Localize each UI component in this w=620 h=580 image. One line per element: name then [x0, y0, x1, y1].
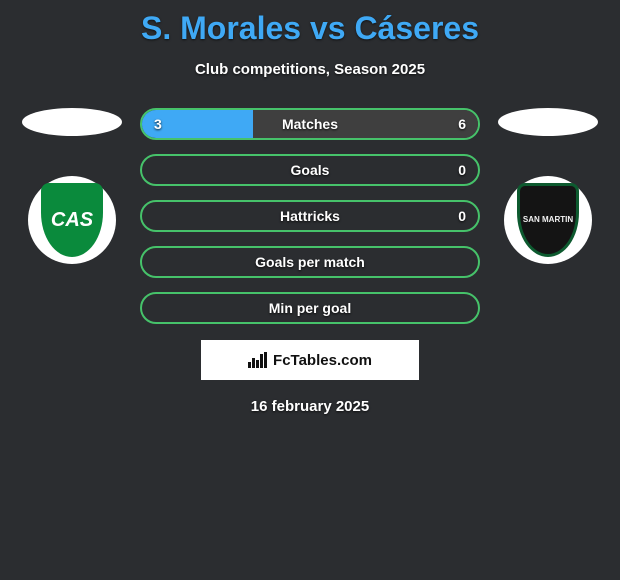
bar-goals-label: Goals [291, 162, 330, 178]
page-title: S. Morales vs Cáseres [0, 0, 620, 47]
team-right-crest: SAN MARTIN [504, 176, 592, 264]
bar-goals-per-match: Goals per match [140, 246, 480, 278]
bar-gpm-label: Goals per match [255, 254, 365, 270]
bar-hattricks: Hattricks 0 [140, 200, 480, 232]
comparison-panel: CAS 3 Matches 6 Goals 0 Hattricks 0 Goal… [0, 108, 620, 324]
brand-box[interactable]: FcTables.com [201, 340, 419, 380]
bar-matches: 3 Matches 6 [140, 108, 480, 140]
bar-matches-label: Matches [282, 116, 338, 132]
bar-min-per-goal: Min per goal [140, 292, 480, 324]
team-left-crest: CAS [28, 176, 116, 264]
brand-text: FcTables.com [273, 352, 372, 369]
chart-icon [248, 352, 267, 368]
bar-goals-value-right: 0 [458, 162, 466, 178]
bar-goals: Goals 0 [140, 154, 480, 186]
subtitle: Club competitions, Season 2025 [0, 61, 620, 78]
bar-matches-value-right: 6 [458, 116, 466, 132]
date-label: 16 february 2025 [0, 398, 620, 415]
player-photo-placeholder-right [498, 108, 598, 136]
bar-mpg-label: Min per goal [269, 300, 351, 316]
team-left-column: CAS [22, 108, 122, 264]
team-right-column: SAN MARTIN [498, 108, 598, 264]
player-photo-placeholder-left [22, 108, 122, 136]
team-right-crest-label: SAN MARTIN [523, 216, 573, 225]
bar-matches-value-left: 3 [154, 116, 162, 132]
team-left-crest-label: CAS [51, 209, 93, 232]
bar-hattricks-value-right: 0 [458, 208, 466, 224]
stat-bars: 3 Matches 6 Goals 0 Hattricks 0 Goals pe… [140, 108, 480, 324]
bar-hattricks-label: Hattricks [280, 208, 340, 224]
